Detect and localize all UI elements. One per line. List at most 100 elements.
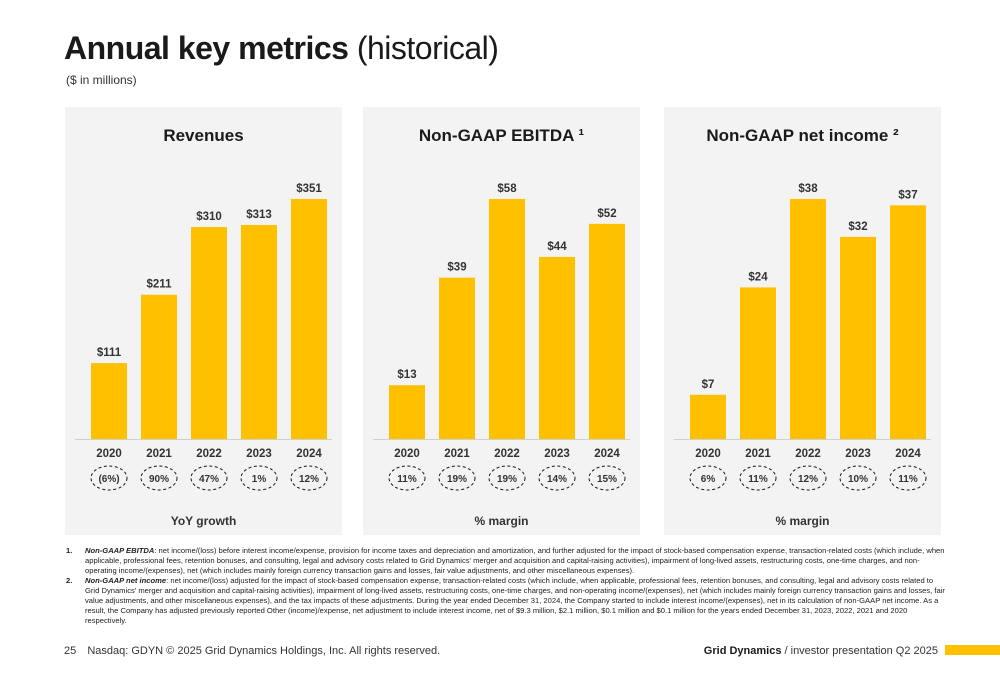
footer-metric-label: % margin [474,514,528,528]
data-label: $39 [447,262,466,274]
footer-badge-outline [538,465,576,491]
x-tick-label: 2020 [695,448,721,460]
footnote-term: Non-GAAP EBITDA [85,546,155,555]
bar [690,394,726,439]
footer-value: 47% [199,474,219,485]
footer-badge-outline [190,465,228,491]
data-label: $38 [798,183,818,195]
footer-right: Grid Dynamics / investor presentation Q2… [704,645,938,657]
footer-value: 12% [299,474,319,485]
footnote-number: 1. [66,546,73,555]
footer-value: 19% [447,474,467,485]
page-title-qualifier: (historical) [356,30,499,66]
footnote-2: 2. Non-GAAP net income: net income/(loss… [66,576,946,625]
footnote-text: : net income/(loss) adjusted for the imp… [85,576,945,625]
bar [191,227,227,439]
x-tick-label: 2024 [594,448,620,460]
bar [890,205,926,439]
ebitda-chart-panel: Non-GAAP EBITDA ¹ $13 2020 11% $39 2021 19% $58… [363,107,640,535]
footer-badge-outline [388,465,426,491]
footer-value: (6%) [98,474,119,485]
chart-title: Non-GAAP net income ² [706,126,899,145]
net-income-chart: Non-GAAP net income ² $7 2020 6% $24 2021 11% $… [674,126,931,528]
copyright-text: Nasdaq: GDYN © 2025 Grid Dynamics Holdin… [87,645,441,657]
footer-value: 11% [898,474,918,485]
footer-value: 19% [497,474,517,485]
x-tick-label: 2023 [544,448,570,460]
footer-badge-outline [889,465,927,491]
page-title-main: Annual key metrics [64,30,349,66]
x-tick-label: 2020 [96,448,122,460]
bar [589,223,625,439]
data-label: $7 [702,379,715,391]
chart-title: Non-GAAP EBITDA ¹ [419,126,585,145]
x-tick-label: 2021 [745,448,771,460]
data-label: $37 [898,189,917,201]
x-tick-label: 2023 [845,448,871,460]
footer-value: 12% [798,474,818,485]
data-label: $310 [196,211,222,223]
footer-value: 1% [252,474,267,485]
x-tick-label: 2024 [895,448,921,460]
bar [141,294,177,439]
bar [291,199,327,439]
footer-metric-label: % margin [775,514,829,528]
x-tick-label: 2021 [146,448,172,460]
footer-value: 10% [848,474,868,485]
page-title: Annual key metrics (historical) [64,30,499,67]
x-tick-label: 2021 [444,448,470,460]
data-label: $44 [547,241,567,253]
revenues-chart: Revenues $111 2020 (6%) $211 2021 90% $310 2022 4… [75,126,332,528]
footer-value: 11% [748,474,768,485]
footer-badge-outline [689,465,727,491]
footer-badge-outline [240,465,278,491]
data-label: $351 [296,183,322,195]
footnote-number: 2. [66,576,73,586]
x-tick-label: 2022 [494,448,520,460]
footnote-term: Non-GAAP net income [85,576,167,586]
footer-badge-outline [839,465,877,491]
data-label: $52 [597,208,616,220]
data-label: $211 [147,279,173,291]
ebitda-chart: Non-GAAP EBITDA ¹ $13 2020 11% $39 2021 19% $58… [373,126,630,528]
page-number: 25 [64,645,77,657]
bar [489,199,525,439]
x-tick-label: 2022 [795,448,821,460]
bar [439,277,475,439]
footer-badge-outline [438,465,476,491]
footer-badge-outline [140,465,178,491]
page-subtitle: ($ in millions) [66,73,137,87]
x-tick-label: 2022 [196,448,222,460]
footer-badge-outline [488,465,526,491]
footer-value: 11% [397,474,417,485]
footer-value: 6% [701,474,716,485]
data-label: $32 [848,221,867,233]
x-tick-label: 2023 [246,448,272,460]
bar [539,256,575,439]
data-label: $24 [748,271,768,283]
footer-value: 90% [149,474,169,485]
bar [389,385,425,439]
bar [241,224,277,439]
footnote-1: 1. Non-GAAP EBITDA: net income/(loss) be… [66,546,946,575]
bar [91,363,127,439]
footer-badge-outline [588,465,626,491]
accent-bar [945,645,1000,655]
data-label: $111 [97,347,122,359]
data-label: $313 [246,209,272,221]
footer-value: 14% [547,474,567,485]
data-label: $58 [497,183,517,195]
bar [740,287,776,439]
presentation-label: investor presentation Q2 2025 [790,645,938,657]
footer-left: 25 Nasdaq: GDYN © 2025 Grid Dynamics Hol… [64,645,440,657]
footnote-text: : net income/(loss) before interest inco… [85,546,945,575]
x-tick-label: 2020 [394,448,420,460]
bar [840,236,876,439]
footer-badge-outline [789,465,827,491]
x-tick-label: 2024 [296,448,322,460]
footer-value: 15% [597,474,617,485]
footer-badge-outline [90,465,128,491]
footer-badge-outline [290,465,328,491]
brand-name: Grid Dynamics [703,645,782,657]
footer-separator: / [784,645,788,657]
